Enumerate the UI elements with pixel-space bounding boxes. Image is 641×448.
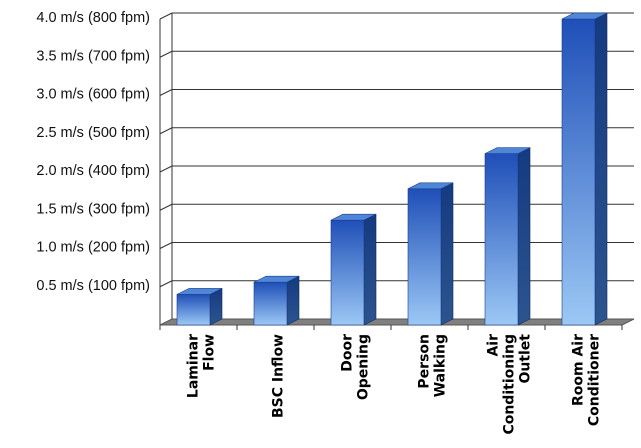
y-axis-tick-labels: 0.5 m/s (100 fpm) 1.0 m/s (200 fpm) 1.5 m/… xyxy=(36,10,150,294)
gridline-depth xyxy=(159,127,173,135)
bar xyxy=(330,213,377,326)
x-tick-label-line: BSC Inflow xyxy=(271,334,287,418)
x-tick-label-line: Walking xyxy=(433,334,449,397)
bar-side xyxy=(286,275,300,326)
gridline-depth xyxy=(159,242,173,249)
y-tick-label: 2.0 m/s (400 fpm) xyxy=(36,163,150,179)
y-tick-label: 4.0 m/s (800 fpm) xyxy=(36,10,150,26)
gridline-depth xyxy=(159,280,173,288)
bar-front xyxy=(407,188,442,326)
gridline-depth xyxy=(159,12,173,20)
y-tick-label: 2.5 m/s (500 fpm) xyxy=(36,125,150,141)
bar-front xyxy=(176,294,211,326)
y-tick-label: 3.5 m/s (700 fpm) xyxy=(36,48,150,64)
x-tick-label: AirConditioningOutlet xyxy=(486,334,534,435)
gridline-depth xyxy=(159,89,173,96)
gridline-depth xyxy=(159,165,173,173)
x-tick-label-line: Person xyxy=(417,334,433,389)
y-tick-label: 1.5 m/s (300 fpm) xyxy=(36,201,150,217)
x-tick-label: LaminarFlow xyxy=(186,334,218,398)
x-tick-label-line: Laminar xyxy=(186,334,202,398)
bar xyxy=(561,12,608,326)
x-tick-label-line: Opening xyxy=(356,334,372,400)
bar-front xyxy=(484,153,519,326)
x-tick-label-line: Room Air xyxy=(571,334,587,406)
gridline-depth xyxy=(159,50,173,58)
bar-side xyxy=(594,12,608,326)
bar xyxy=(407,182,454,326)
y-tick-label: 3.0 m/s (600 fpm) xyxy=(36,87,150,103)
x-tick-label: PersonWalking xyxy=(417,334,449,397)
bar-front xyxy=(561,18,596,326)
x-tick-label: BSC Inflow xyxy=(271,334,287,418)
x-tick-label: DoorOpening xyxy=(340,334,372,400)
bar-top xyxy=(561,12,608,20)
bar-front xyxy=(330,219,365,326)
bar-side xyxy=(517,147,531,326)
y-tick-label: 1.0 m/s (200 fpm) xyxy=(36,240,150,256)
x-tick-label-line: Flow xyxy=(202,334,218,371)
x-tick-label-line: Door xyxy=(340,334,356,372)
bar-side xyxy=(209,287,223,326)
y-tick-label: 0.5 m/s (100 fpm) xyxy=(36,278,150,294)
x-axis-tick-labels: LaminarFlow BSC Inflow DoorOpening PersonWa… xyxy=(186,334,603,435)
bar-side xyxy=(440,182,454,326)
bar xyxy=(253,275,300,326)
bar-top xyxy=(330,213,377,221)
bar-top xyxy=(253,275,300,283)
gridline-depth xyxy=(159,203,173,211)
bar-top xyxy=(407,182,454,190)
bar xyxy=(484,147,531,326)
x-tick-label-line: Conditioning xyxy=(502,334,518,435)
bar-top xyxy=(484,147,531,154)
x-tick-label-line: Conditioner xyxy=(587,334,603,426)
bar-top xyxy=(176,288,223,295)
bar-front xyxy=(253,281,288,326)
bar-side xyxy=(363,213,377,326)
x-tick-label-line: Outlet xyxy=(518,334,534,384)
bar xyxy=(176,287,223,326)
x-tick-label-line: Air xyxy=(486,334,502,357)
bars xyxy=(176,12,608,326)
gridlines xyxy=(159,12,634,325)
x-tick-label: Room AirConditioner xyxy=(571,334,603,426)
